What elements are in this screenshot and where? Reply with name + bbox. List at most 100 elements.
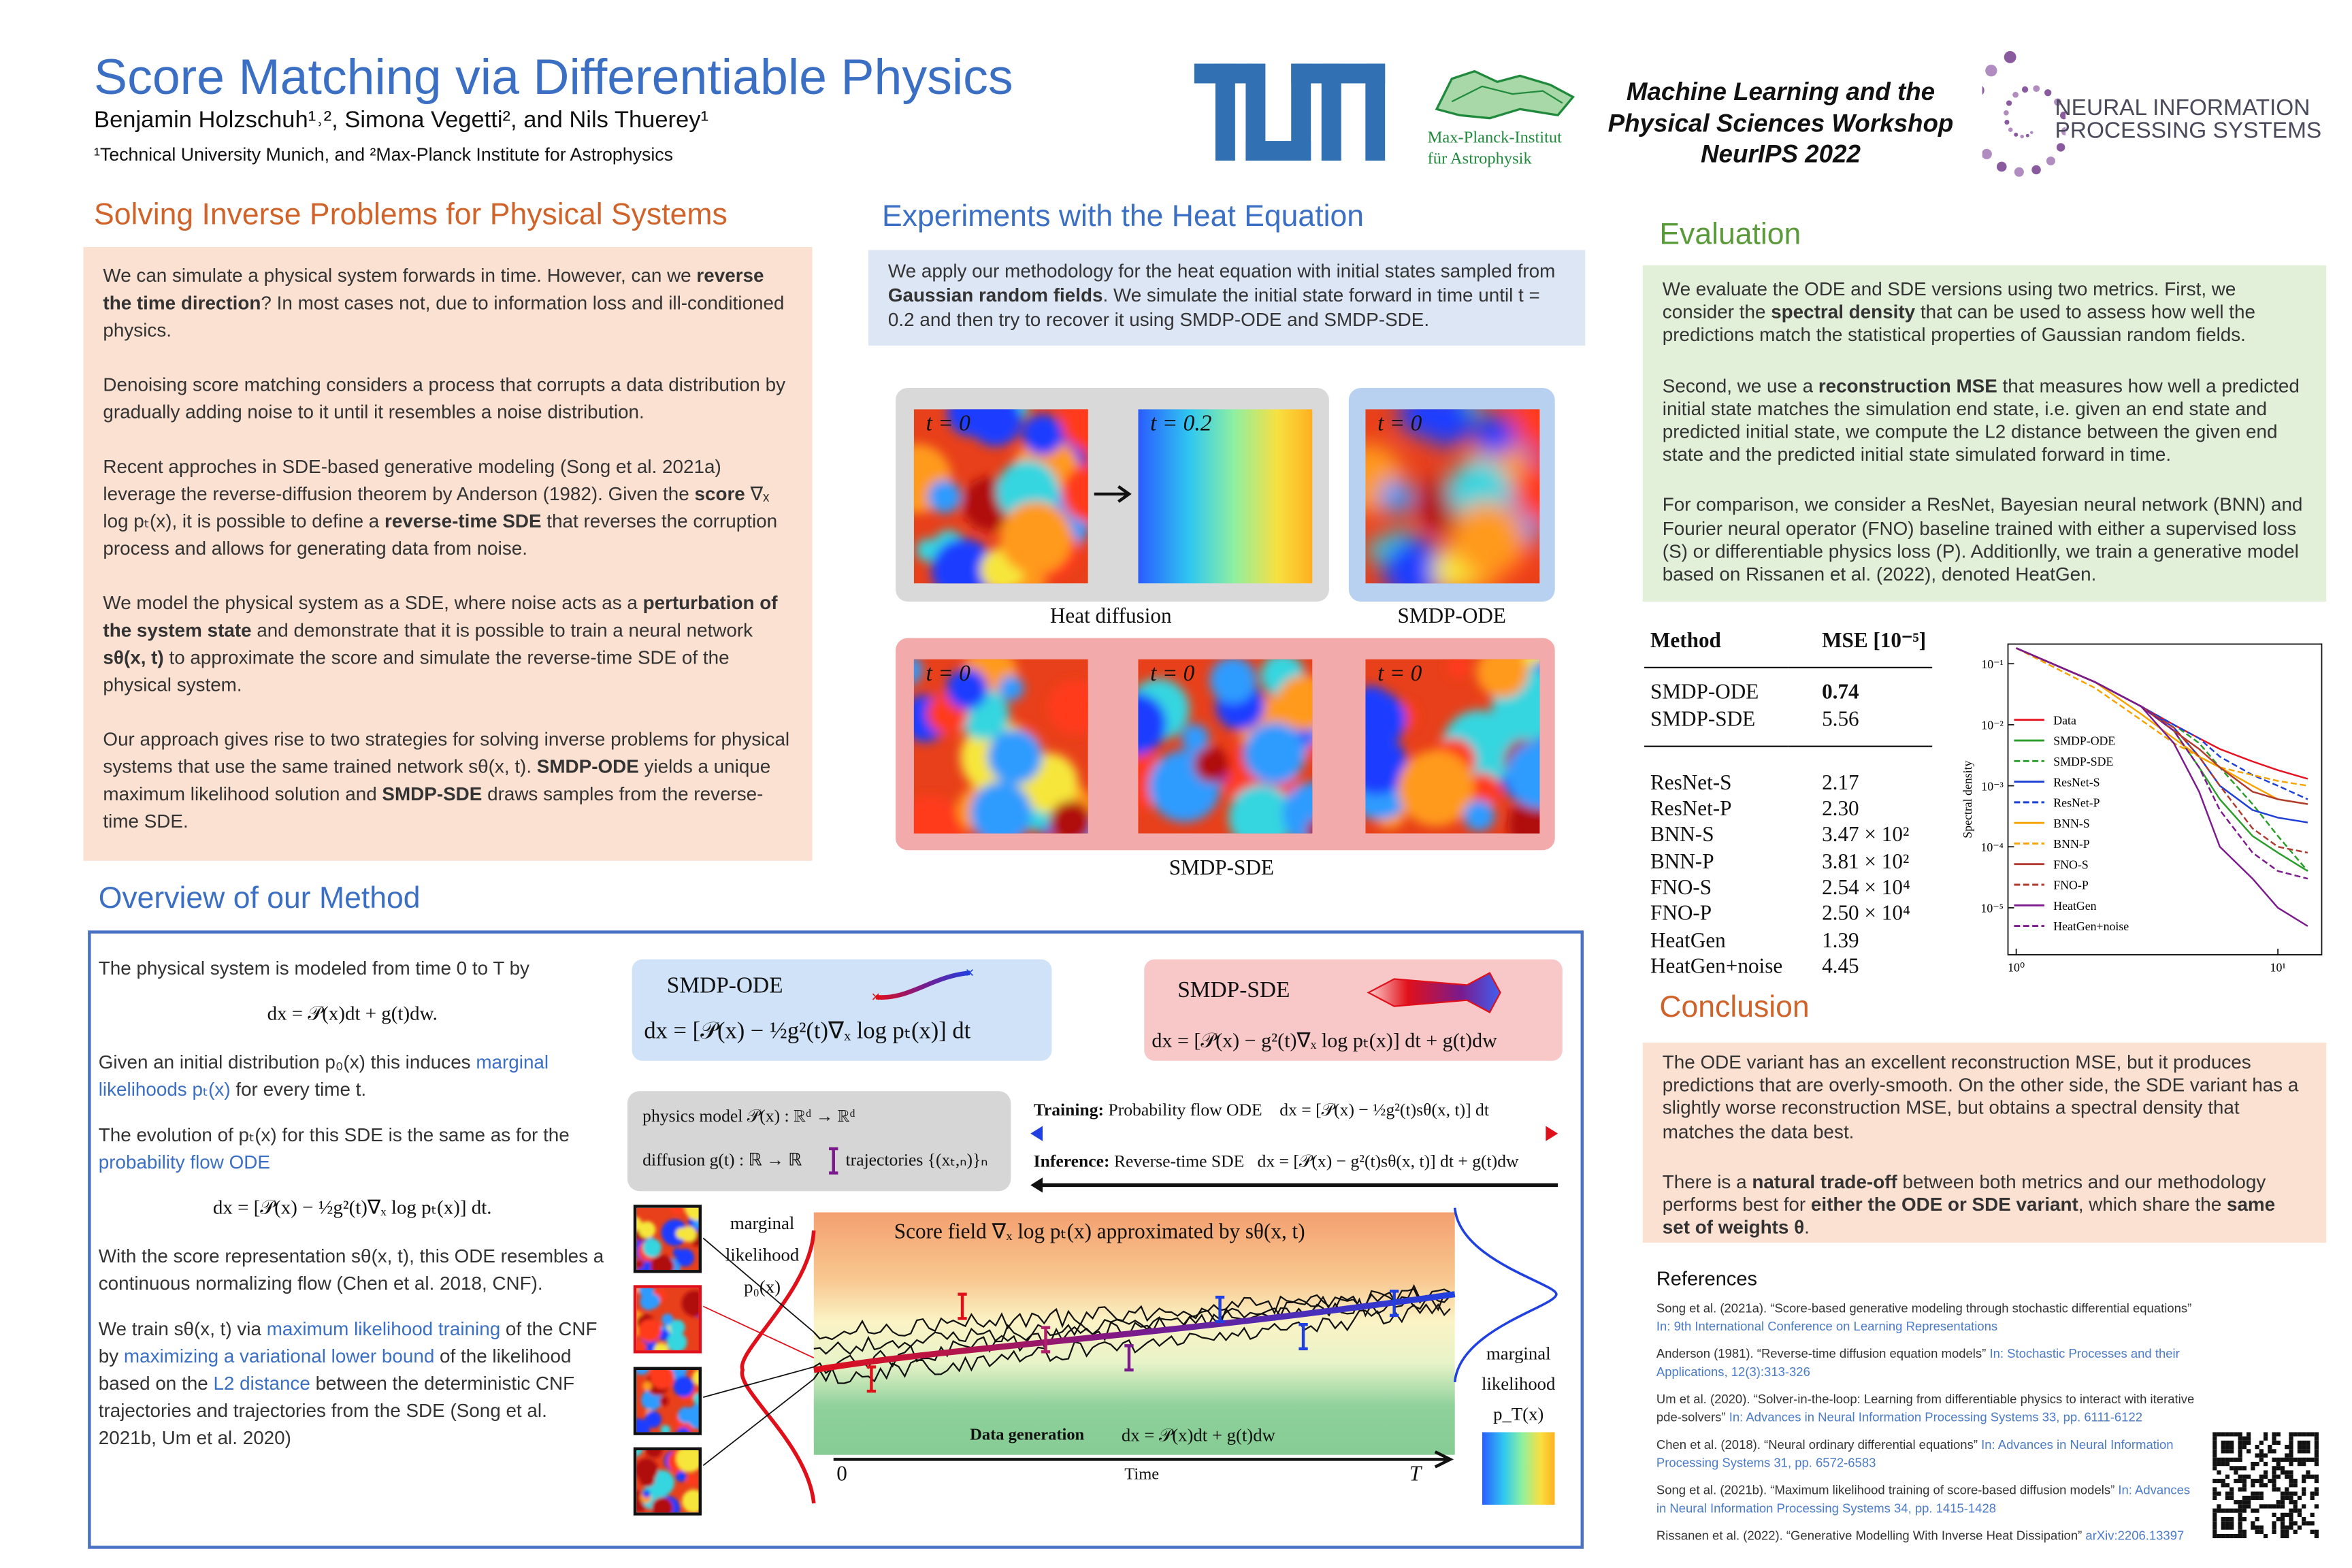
marginal-line: p_T(x) (1493, 1403, 1544, 1425)
heatmap-label: t = 0 (926, 412, 970, 437)
qr-cell (2259, 1474, 2264, 1479)
reference: Chen et al. (2018). “Neural ordinary dif… (1656, 1435, 2202, 1471)
qr-cell (2302, 1445, 2306, 1450)
qr-cell (2259, 1504, 2264, 1509)
qr-cell (2272, 1436, 2276, 1441)
heatmap-blobs (636, 1288, 699, 1351)
method-figure (702, 1207, 1558, 1504)
qr-cell (2289, 1445, 2293, 1450)
qr-cell (2225, 1445, 2230, 1450)
blob (676, 1248, 694, 1267)
text-run: We model the physical system as a SDE, w… (103, 592, 643, 614)
qr-cell (2268, 1504, 2272, 1509)
qr-code (2212, 1432, 2319, 1539)
training-text: Probability flow ODE (1108, 1101, 1262, 1120)
swirl-dot (2025, 133, 2029, 137)
paragraph: Given an initial distribution p₀(x) this… (99, 1049, 606, 1103)
qr-cell (2289, 1470, 2293, 1475)
text-run: maximizing a variational lower bound (123, 1345, 435, 1367)
qr-cell (2225, 1474, 2230, 1479)
qr-cell (2238, 1466, 2242, 1471)
qr-cell (2230, 1449, 2234, 1454)
heatmap-blobs (1365, 409, 1540, 584)
reference: Song et al. (2021a). “Score-based genera… (1656, 1298, 2202, 1335)
qr-cell (2314, 1453, 2319, 1458)
section-title: Solving Inverse Problems for Physical Sy… (94, 198, 728, 232)
heatmap-blobs (913, 409, 1088, 584)
swirl-dot (2021, 86, 2029, 93)
qr-cell (2225, 1521, 2230, 1526)
references-title: References (1656, 1267, 1757, 1290)
qr-cell (2238, 1512, 2242, 1518)
qr-cell (2306, 1449, 2310, 1454)
qr-cell (2272, 1474, 2276, 1479)
heatmap-image (1365, 409, 1540, 584)
svg-text:×: × (871, 988, 880, 1005)
text-run: perturbation of the system state (103, 592, 778, 641)
qr-cell (2297, 1508, 2302, 1513)
qr-cell (2251, 1483, 2255, 1488)
qr-cell (2285, 1453, 2289, 1458)
qr-cell (2289, 1461, 2293, 1467)
qr-cell (2217, 1457, 2221, 1462)
reference-venue: In: Advances in Neural Information Proce… (1656, 1482, 2191, 1516)
qr-cell (2225, 1495, 2230, 1501)
reference-text: Song et al. (2021b). “Maximum likelihood… (1656, 1482, 2115, 1498)
text-run: We evaluate the ODE and SDE versions usi… (1662, 278, 2236, 323)
swirl-dot (2061, 127, 2066, 135)
heatmap-image (913, 659, 1088, 834)
qr-cell (2297, 1457, 2302, 1462)
qr-cell (2263, 1453, 2268, 1458)
physics-text: trajectories {(xₜ,ₙ)}ₙ (845, 1152, 988, 1171)
table-cell: BNN-S (1650, 825, 1714, 848)
qr-cell (2238, 1500, 2242, 1505)
text-run: . (1804, 1217, 1810, 1239)
text-run: same set of weights θ (1662, 1194, 2276, 1239)
qr-cell (2289, 1432, 2293, 1437)
swirl-dot (2031, 165, 2041, 175)
qr-cell (2212, 1440, 2217, 1446)
qr-cell (2255, 1508, 2259, 1513)
arrow (1094, 485, 1132, 503)
heatmap: t = 0.2 (1138, 409, 1313, 584)
qr-cell (2230, 1491, 2234, 1496)
mpi-line: Max-Planck-Institut (1427, 129, 1562, 147)
qr-cell (2238, 1529, 2242, 1534)
spectral-chart: 10⁻¹ 10⁻² 10⁻³ 10⁻⁴ 10⁻⁵ 10⁰ 10¹ Spectral densi… (1961, 643, 2323, 974)
qr-cell (2238, 1504, 2242, 1509)
qr-cell (2263, 1504, 2268, 1509)
qr-cell (2247, 1440, 2251, 1446)
swirl-dot (2004, 119, 2010, 125)
qr-cell (2221, 1457, 2225, 1462)
qr-cell (2221, 1508, 2225, 1513)
blob (931, 538, 996, 584)
qr-cell (2212, 1432, 2217, 1437)
text-run: reverse-time SDE (385, 510, 542, 532)
qr-cell (2242, 1508, 2247, 1513)
blob (638, 1221, 656, 1239)
legend-label: SMDP-ODE (2053, 734, 2115, 748)
qr-cell (2280, 1491, 2285, 1496)
pT-curve (1453, 1207, 1558, 1382)
header-cell: MSE [10⁻⁵] (1822, 630, 1927, 653)
qr-cell (2276, 1487, 2281, 1492)
blob (916, 538, 940, 562)
qr-cell (2280, 1521, 2285, 1526)
text-run: and demonstrate that it is possible to t… (251, 619, 753, 641)
figure-time: Time (1124, 1465, 1160, 1484)
qr-cell (2251, 1521, 2255, 1526)
qr-cell (2234, 1466, 2238, 1471)
qr-cell (2263, 1432, 2268, 1437)
reference-text: Song et al. (2021a). “Score-based genera… (1656, 1300, 2192, 1316)
qr-cell (2285, 1474, 2289, 1479)
text-run: . We simulate the initial state forward … (887, 284, 1540, 331)
qr-cell (2221, 1483, 2225, 1488)
table-cell: HeatGen+noise (1650, 956, 1783, 979)
qr-cell (2285, 1457, 2289, 1462)
blob (637, 1423, 646, 1432)
swirl-dot (2014, 132, 2019, 137)
heatmap-image (636, 1288, 699, 1351)
qr-cell (2302, 1474, 2306, 1479)
header-cell: Method (1650, 630, 1721, 653)
